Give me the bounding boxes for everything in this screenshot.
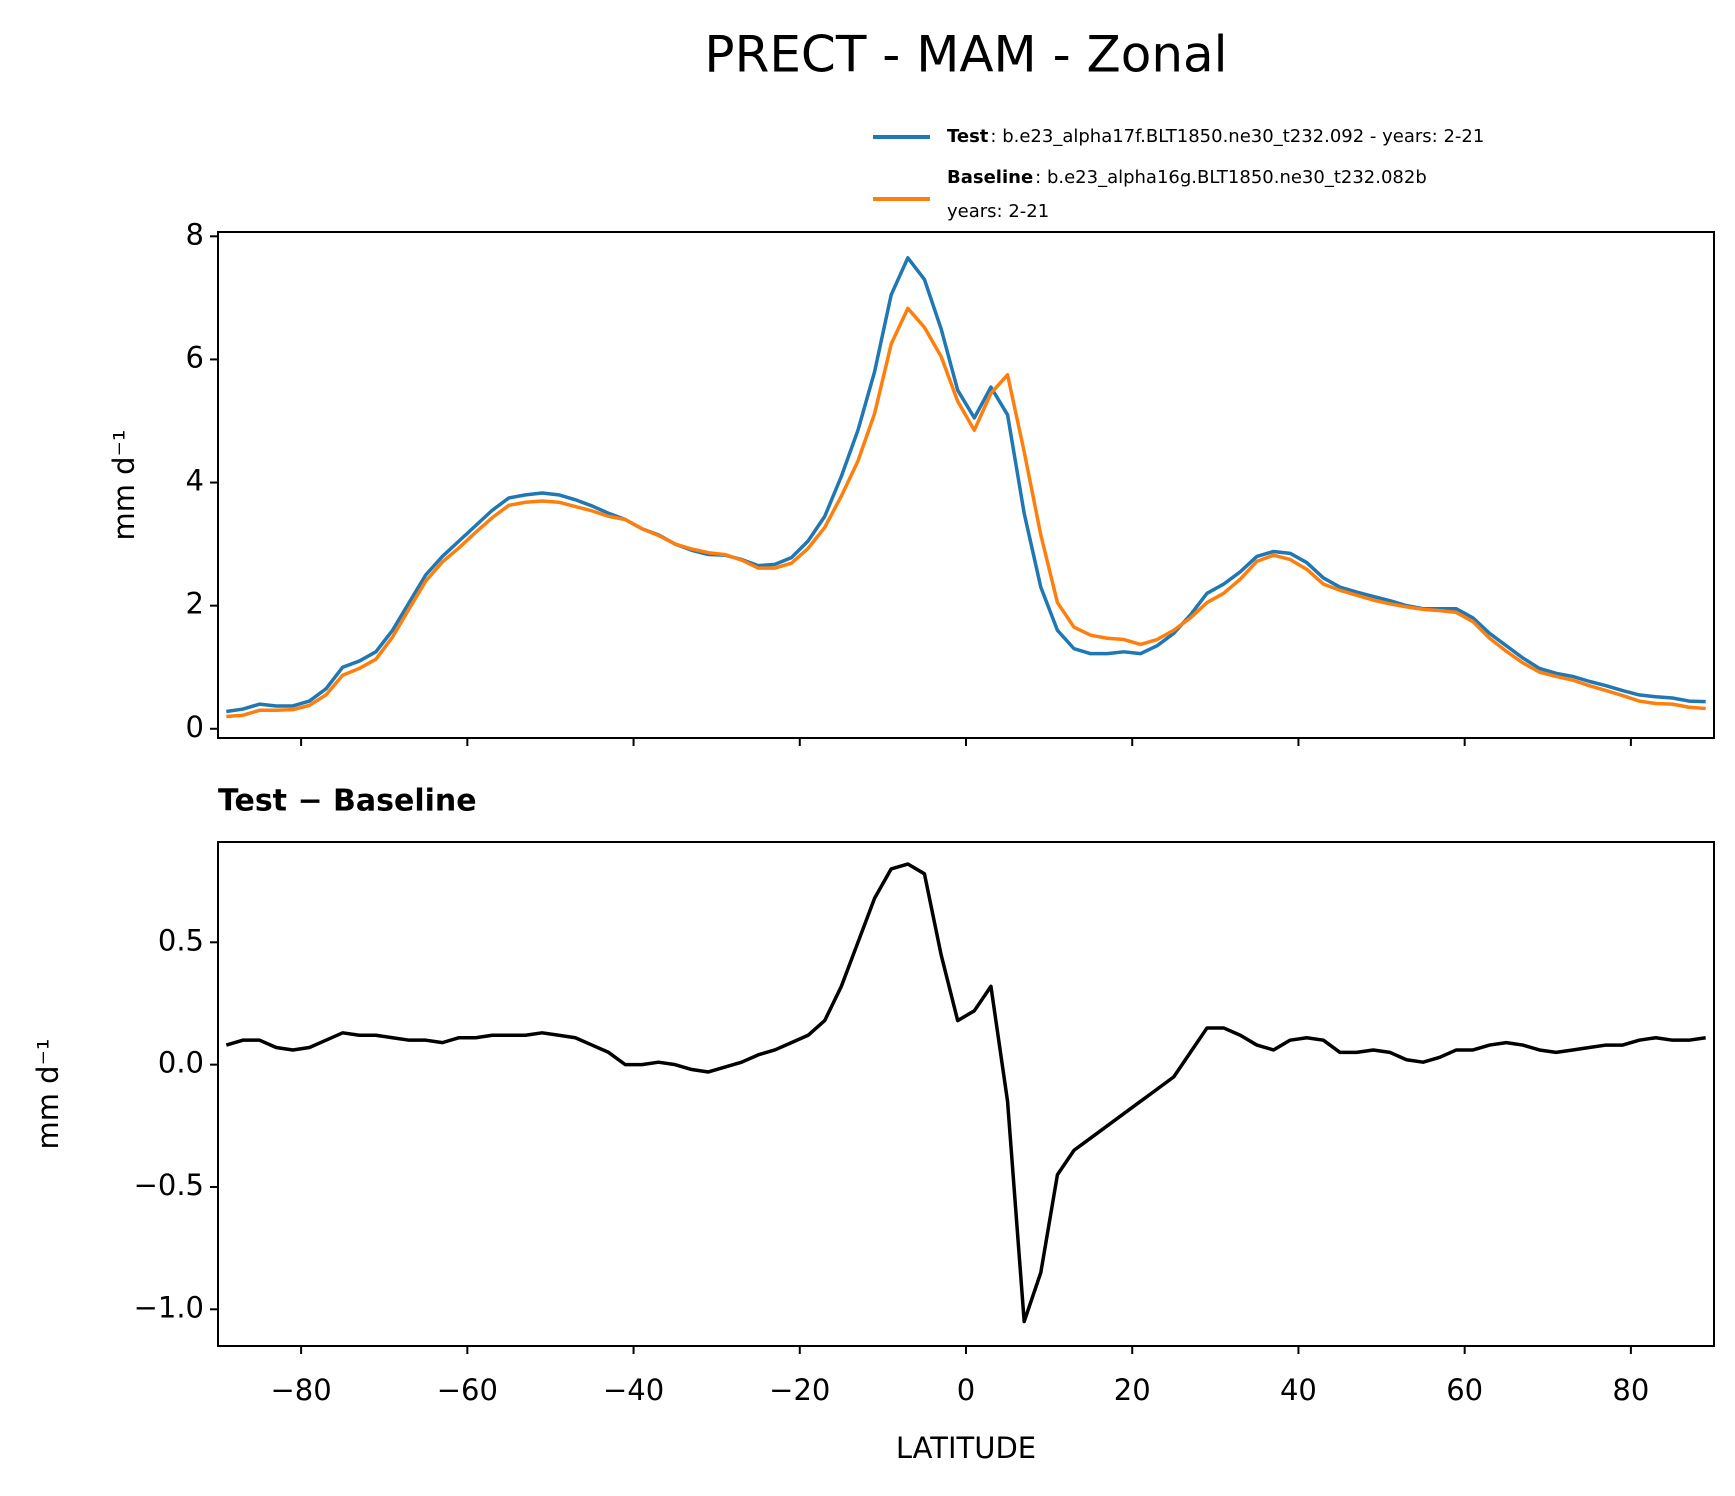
figure-title: PRECT - MAM - Zonal <box>704 26 1227 84</box>
x-tick-label: −80 <box>271 1373 332 1407</box>
y-axis-label: mm d⁻¹ <box>107 429 141 540</box>
axes-frame <box>217 231 1715 739</box>
legend-description: : b.e23_alpha16g.BLT1850.ne30_t232.082b <box>1035 167 1427 188</box>
x-tick-label: 40 <box>1280 1373 1317 1407</box>
x-tick-label: 80 <box>1612 1373 1649 1407</box>
y-tick-label: 0 <box>186 710 204 744</box>
data-line <box>226 306 1706 719</box>
x-tick-label: −20 <box>769 1373 830 1407</box>
x-axis-label: LATITUDE <box>896 1431 1036 1465</box>
x-tick-label: −40 <box>603 1373 664 1407</box>
y-tick-label: −1.0 <box>134 1290 204 1324</box>
x-tick-label: −60 <box>437 1373 498 1407</box>
data-line <box>226 256 1706 714</box>
x-tick-label: 20 <box>1114 1373 1151 1407</box>
y-tick-label: 0.0 <box>158 1046 204 1080</box>
x-tick-label: 60 <box>1446 1373 1483 1407</box>
legend-name: Baseline <box>947 167 1033 188</box>
legend-description: years: 2-21 <box>947 201 1049 222</box>
legend-name: Test <box>947 126 989 147</box>
y-tick-label: 2 <box>186 587 204 621</box>
axes-frame <box>217 841 1715 1347</box>
y-tick-label: 6 <box>186 340 204 374</box>
subplot-title: Test − Baseline <box>218 784 477 819</box>
y-tick-label: −0.5 <box>134 1168 204 1202</box>
y-tick-label: 8 <box>186 217 204 251</box>
y-tick-label: 0.5 <box>158 923 204 957</box>
data-line <box>225 862 1706 1324</box>
y-tick-label: 4 <box>186 464 204 498</box>
x-tick-label: 0 <box>957 1373 975 1407</box>
y-axis-label: mm d⁻¹ <box>31 1038 65 1149</box>
legend-description: : b.e23_alpha17f.BLT1850.ne30_t232.092 -… <box>990 126 1484 147</box>
